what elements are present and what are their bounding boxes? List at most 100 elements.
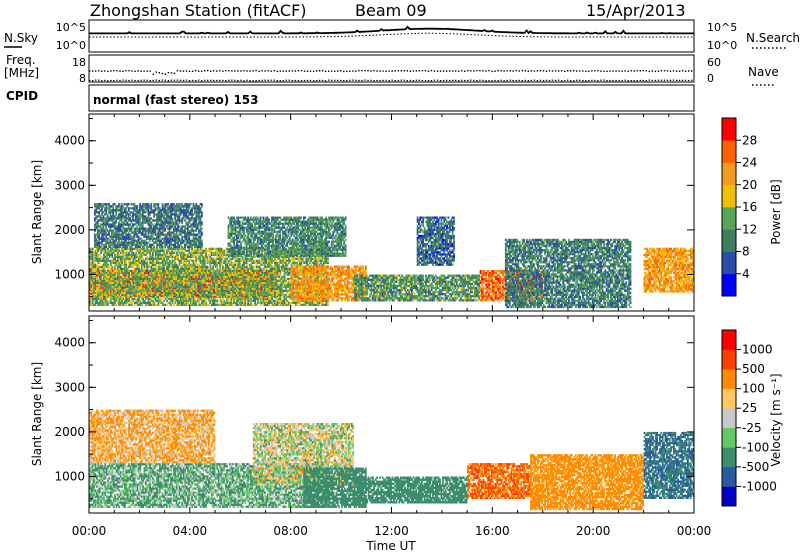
heatmap-cell <box>194 267 196 270</box>
heatmap-cell <box>192 251 195 254</box>
heatmap-cell <box>174 265 177 268</box>
freq-dot <box>439 70 442 72</box>
heatmap-cell <box>164 279 167 282</box>
heatmap-cell <box>121 275 123 278</box>
heatmap-cell <box>203 263 206 266</box>
heatmap-cell <box>217 273 220 276</box>
heatmap-cell <box>154 277 157 280</box>
heatmap-cell <box>105 297 108 300</box>
heatmap-cell <box>161 259 164 262</box>
freq-dot <box>110 70 112 72</box>
heatmap-cell <box>142 271 144 274</box>
heatmap-cell <box>152 293 154 296</box>
heatmap-cell <box>189 291 192 294</box>
heatmap-cell <box>105 295 108 298</box>
heatmap-cell <box>129 285 132 288</box>
heatmap-cell <box>114 267 116 270</box>
heatmap-cell <box>94 279 97 282</box>
heatmap-cell <box>240 282 243 285</box>
heatmap-cell <box>226 275 228 278</box>
heatmap-cell <box>140 297 143 300</box>
heatmap-cell <box>209 289 212 292</box>
heatmap-cell <box>167 301 170 304</box>
heatmap-cell <box>215 279 217 282</box>
heatmap-cell <box>233 299 235 302</box>
heatmap-cell <box>206 259 209 262</box>
heatmap-cell <box>100 276 102 279</box>
heatmap-cell <box>131 281 133 284</box>
heatmap-cell <box>139 289 142 292</box>
heatmap-cell <box>209 287 212 290</box>
heatmap-cell <box>188 277 191 280</box>
heatmap-cell <box>201 265 203 268</box>
heatmap-cell <box>121 301 123 304</box>
heatmap-cell <box>139 249 142 252</box>
heatmap-cell <box>163 263 165 266</box>
heatmap-cell <box>156 249 158 252</box>
nave-dot <box>470 79 472 81</box>
heatmap-cell <box>234 297 237 300</box>
heatmap-cell <box>201 289 203 292</box>
freq-dot <box>542 70 545 72</box>
freq-dot <box>609 70 611 72</box>
heatmap-cell <box>121 247 123 250</box>
heatmap-cell <box>125 255 128 258</box>
heatmap-cell <box>138 297 140 300</box>
heatmap-cell <box>206 267 209 270</box>
heatmap-cell <box>136 255 139 258</box>
heatmap-cell <box>118 285 121 288</box>
heatmap-cell <box>154 287 157 290</box>
heatmap-cell <box>112 273 115 276</box>
heatmap-cell <box>97 261 100 264</box>
heatmap-cell <box>203 277 206 280</box>
freq-dot <box>624 70 626 72</box>
heatmap-cell <box>180 255 182 258</box>
heatmap-cell <box>205 289 207 292</box>
heatmap-cell <box>110 247 112 250</box>
heatmap-cell <box>138 265 140 268</box>
heatmap-cell <box>96 301 98 304</box>
heatmap-cell <box>133 275 136 278</box>
heatmap-cell <box>187 275 189 278</box>
heatmap-cell <box>147 277 150 280</box>
nave-dot <box>430 80 433 82</box>
heatmap-cell <box>133 301 136 304</box>
heatmap-cell <box>210 299 213 302</box>
heatmap-cell <box>247 281 250 284</box>
heatmap-cell <box>117 255 119 258</box>
heatmap-cell <box>254 301 257 304</box>
heatmap-cell <box>216 281 219 284</box>
heatmap-cell <box>122 267 125 270</box>
heatmap-cell <box>168 301 171 304</box>
heatmap-cell <box>216 283 219 286</box>
heatmap-cell <box>140 259 143 262</box>
heatmap-cell <box>107 283 109 286</box>
heatmap-cell <box>182 257 185 260</box>
heatmap-cell <box>203 287 206 290</box>
heatmap-cell <box>145 297 147 300</box>
heatmap-cell <box>271 261 273 264</box>
heatmap-cell <box>194 299 196 302</box>
heatmap-cell <box>219 247 221 250</box>
heatmap-cell <box>171 287 174 290</box>
heatmap-cell <box>188 261 191 264</box>
heatmap-cell <box>181 301 184 304</box>
heatmap-cell <box>185 271 188 274</box>
heatmap-cell <box>135 247 137 250</box>
freq-dot <box>246 70 248 72</box>
heatmap-cell <box>149 303 151 306</box>
heatmap-cell <box>220 253 223 256</box>
heatmap-cell <box>133 267 136 270</box>
heatmap-cell <box>216 253 219 256</box>
heatmap-cell <box>198 259 200 262</box>
heatmap-cell <box>184 265 186 268</box>
heatmap-cell <box>146 278 149 281</box>
heatmap-cell <box>227 267 230 270</box>
heatmap-cell <box>220 301 223 304</box>
heatmap-cell <box>104 261 107 264</box>
heatmap-cell <box>145 283 147 286</box>
nave-dot <box>246 79 248 81</box>
heatmap-cell <box>112 281 115 284</box>
heatmap-cell <box>174 259 177 262</box>
heatmap-cell <box>250 263 252 266</box>
